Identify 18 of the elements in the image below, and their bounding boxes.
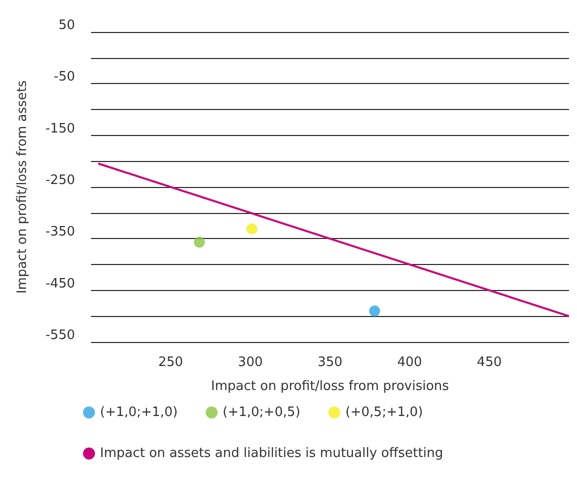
y-tick-label: -350 [45, 224, 75, 240]
y-tick-label: 50 [58, 18, 75, 33]
x-tick-label: 450 [476, 355, 502, 370]
x-tick-label: 250 [158, 355, 184, 370]
x-tick-label: 400 [397, 355, 422, 370]
y-tick-label: -450 [45, 276, 75, 292]
y-tick-label: -550 [45, 328, 75, 343]
legend-label: (+1,0;+0,5) [222, 405, 300, 420]
x-tick-label: 350 [318, 355, 342, 370]
legend-label: (+0,5;+1,0) [345, 405, 423, 420]
y-tick-label: -150 [45, 121, 75, 136]
x-axis-title: Impact on profit/loss from provisions [211, 379, 450, 394]
x-tick-label: 300 [238, 355, 263, 370]
legend-label: Impact on assets and liabilities is mutually offsetting [100, 446, 444, 461]
y-tick-label: -250 [45, 173, 75, 188]
legend-label: (+1,0;+1,0) [100, 405, 178, 420]
y-axis-title: Impact on profit/loss from assets [15, 80, 30, 294]
y-tick-label: -50 [54, 70, 75, 85]
